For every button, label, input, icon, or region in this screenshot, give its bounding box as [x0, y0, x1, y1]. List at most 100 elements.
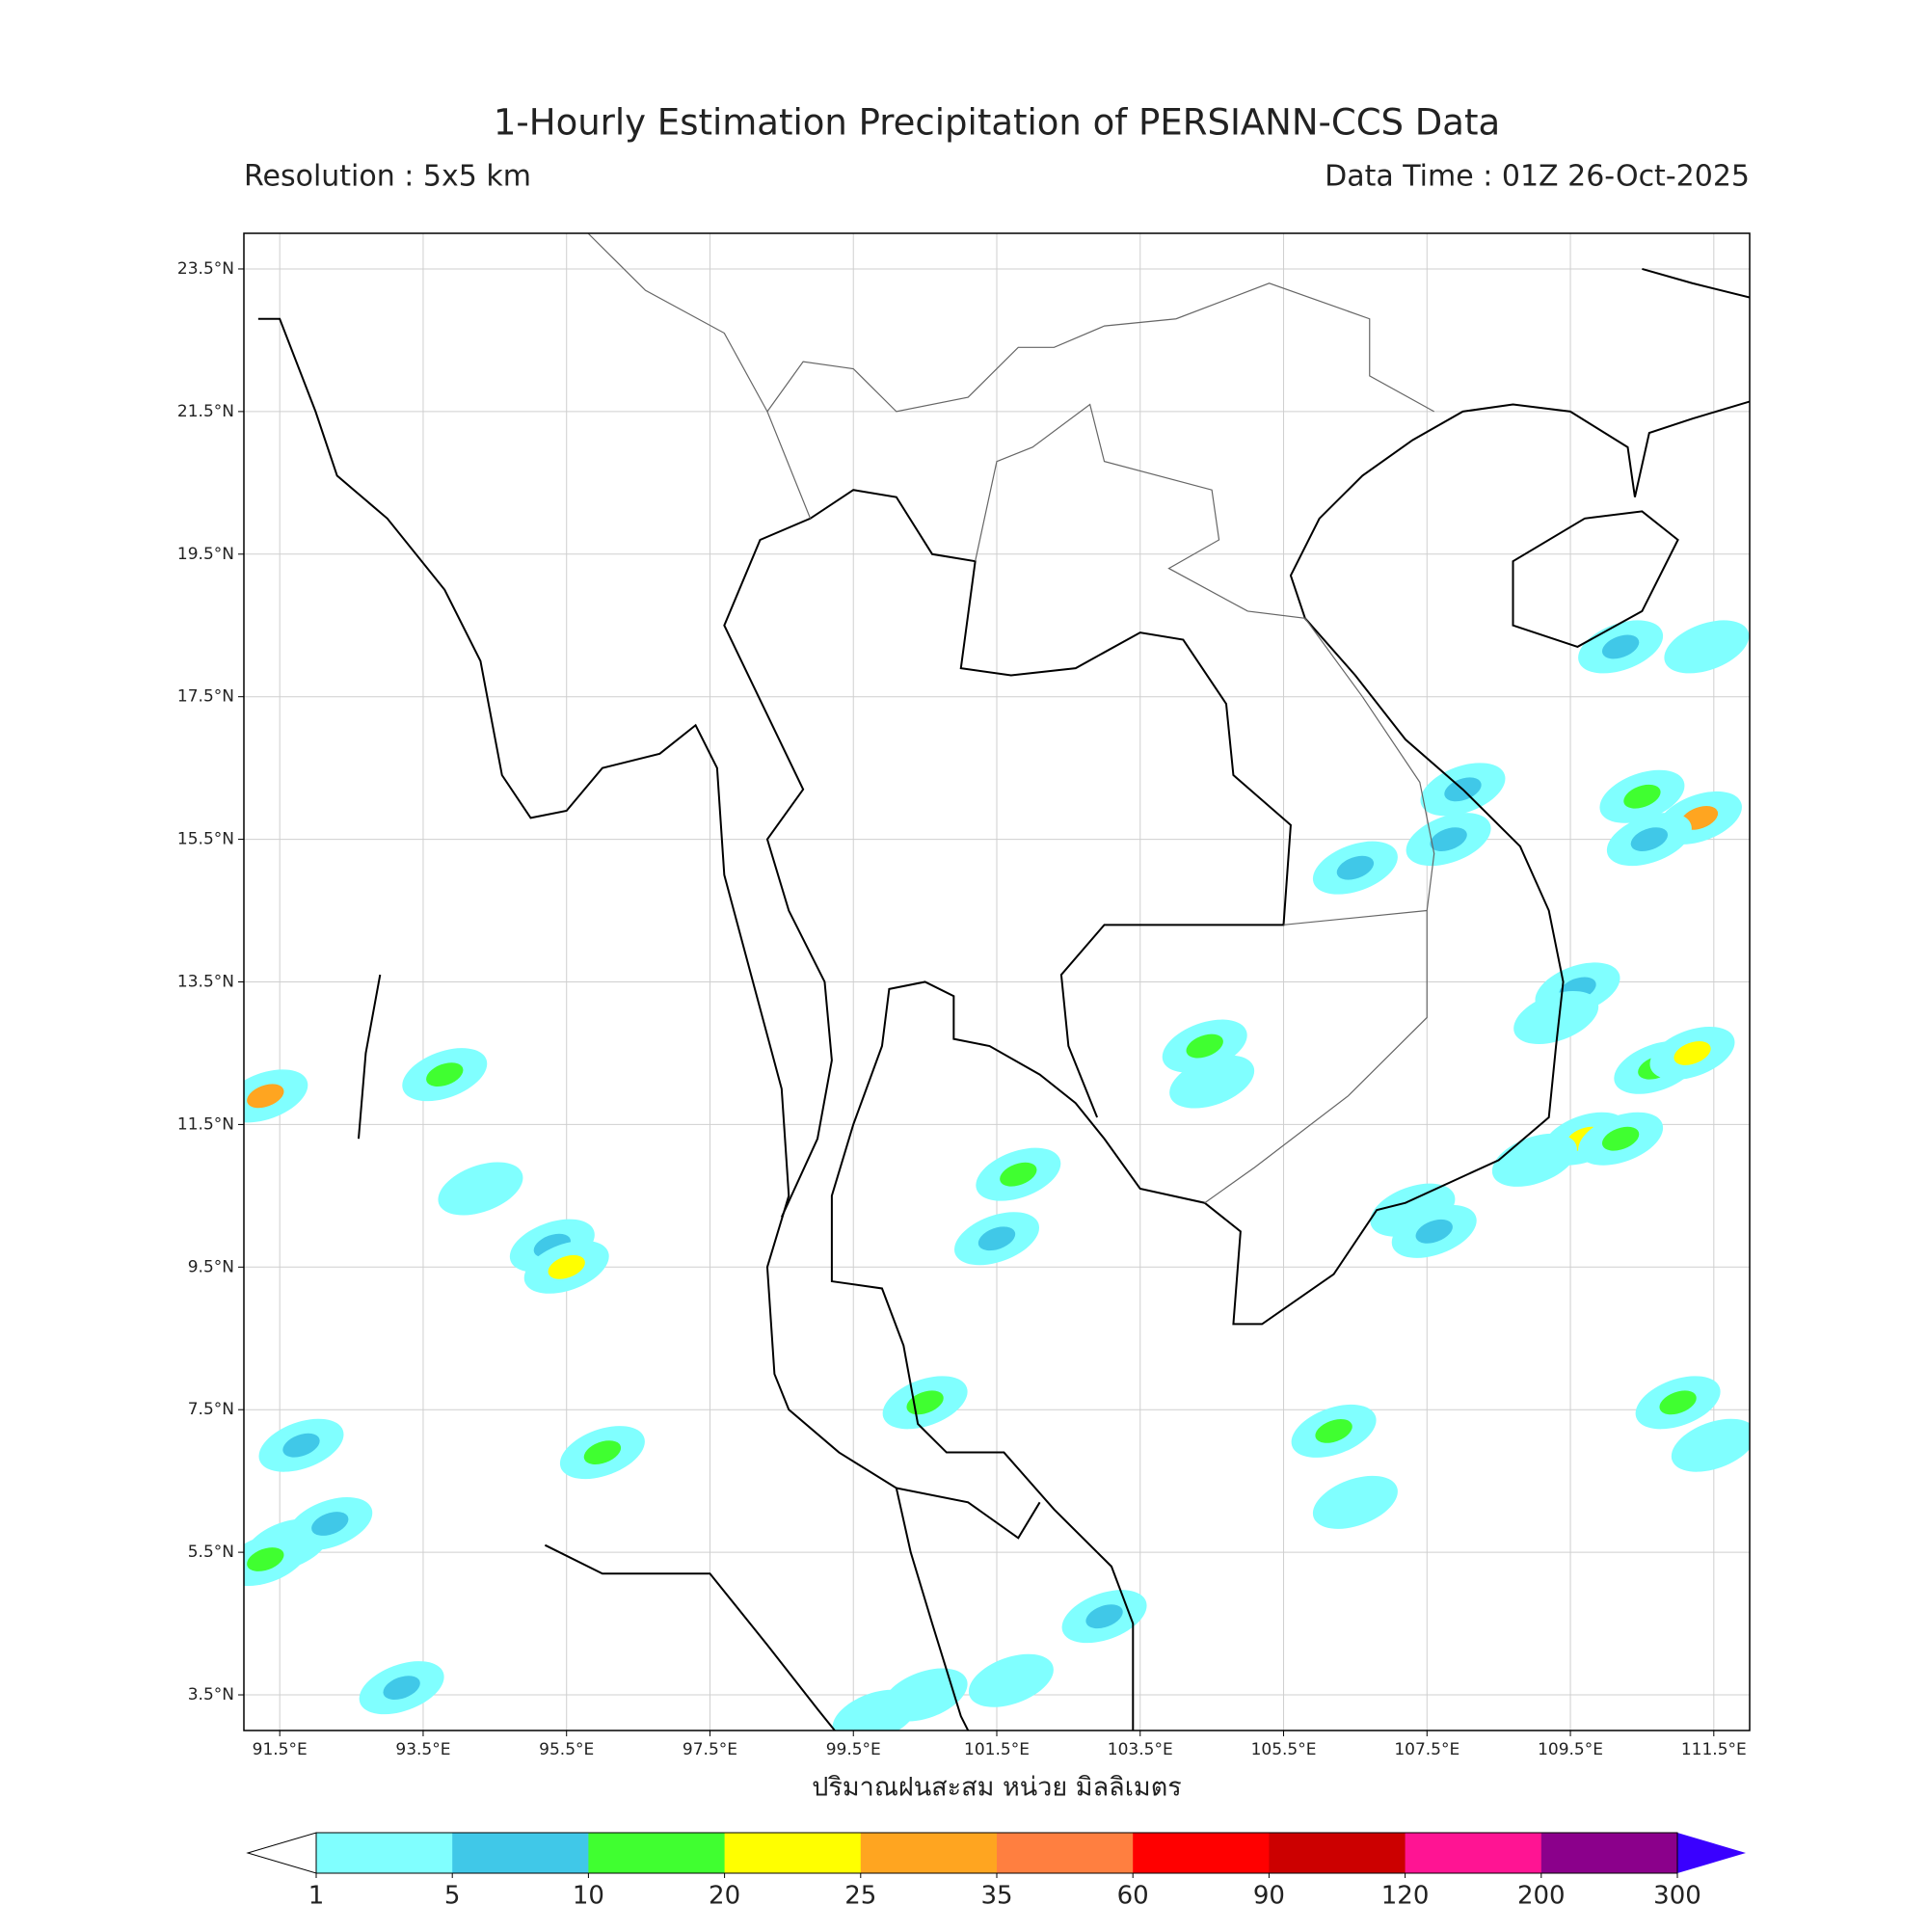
colorbar-segment [724, 1833, 862, 1873]
y-tick-label: 7.5°N [188, 1400, 234, 1419]
colorbar-segment [1133, 1833, 1270, 1873]
map-title: 1-Hourly Estimation Precipitation of PER… [494, 102, 1500, 144]
rain-core [1430, 827, 1467, 851]
rain-core [1192, 1069, 1231, 1094]
colorbar-tick-label: 300 [1653, 1882, 1701, 1911]
rain-core [1315, 1419, 1352, 1443]
axes: 91.5°E 93.5°E 95.5°E 97.5°E 99.5°E 101.5°E 103… [177, 259, 1747, 1759]
rain-cell [1406, 813, 1491, 867]
rain-cell [1649, 1026, 1735, 1080]
y-tick-label: 17.5°N [177, 687, 234, 707]
y-tick-label: 19.5°N [177, 545, 234, 564]
colorbar-segment [997, 1833, 1134, 1873]
rain-cell [954, 1212, 1039, 1266]
colorbar-label: ปริมาณฝนสะสม หน่วย มิลลิเมตร [812, 1773, 1182, 1803]
country-border [588, 233, 767, 412]
rain-cell [1391, 1204, 1477, 1258]
rain-cell [1599, 769, 1685, 823]
rain-core [992, 1668, 1031, 1693]
colorbar-tick-label: 60 [1117, 1882, 1149, 1911]
y-tick-label: 9.5°N [188, 1257, 234, 1276]
precipitation [244, 620, 1750, 1731]
x-tick-label: 103.5°E [1108, 1740, 1173, 1759]
rain-cell [882, 1376, 968, 1430]
rain-cell [523, 1240, 609, 1294]
rain-cell [1312, 1475, 1398, 1529]
colorbar-tick-label: 5 [444, 1882, 461, 1911]
colorbar-segment [1540, 1833, 1678, 1873]
rain-cell [1061, 1590, 1147, 1644]
colorbar-segment [1269, 1833, 1406, 1873]
rain-cell [1671, 1418, 1750, 1472]
x-tick-label: 101.5°E [964, 1740, 1030, 1759]
rain-core [1538, 1006, 1575, 1030]
rain-core [247, 1084, 284, 1109]
y-tick-label: 5.5°N [188, 1543, 234, 1562]
colorbar-tick-label: 25 [844, 1882, 876, 1911]
colorbar-under [246, 1832, 317, 1874]
malaysia-border [897, 1489, 1040, 1539]
grid [244, 233, 1750, 1731]
rain-cell [1606, 813, 1692, 867]
x-tick-label: 109.5°E [1538, 1740, 1603, 1759]
colorbar-segment [860, 1833, 998, 1873]
coastline [832, 397, 1764, 1745]
colorbar-segment [452, 1833, 589, 1873]
colorbar-segment [316, 1833, 453, 1873]
colorbar-tick-label: 10 [573, 1882, 604, 1911]
resolution: Resolution : 5x5 km [244, 160, 531, 194]
colorbar: 1 5 10 20 25 35 60 90 120 200 300 [246, 1832, 1746, 1911]
rain-core [1695, 1433, 1732, 1458]
sumatra [545, 1545, 845, 1745]
y-tick-label: 21.5°N [177, 402, 234, 421]
rain-core [282, 1433, 320, 1458]
rain-core [1623, 784, 1661, 809]
rain-core [383, 1676, 420, 1701]
rain-core [1336, 855, 1375, 880]
country-border [767, 283, 1434, 519]
rain-cell [968, 1653, 1054, 1707]
rain-core [1659, 1390, 1697, 1415]
rain-cell [258, 1418, 344, 1472]
coastline [258, 319, 976, 1745]
rain-core [1085, 1604, 1123, 1629]
rain-core [1415, 1219, 1453, 1244]
colorbar-segment [1405, 1833, 1542, 1873]
data-time: Data Time : 01Z 26-Oct-2025 [1325, 160, 1750, 194]
x-tick-label: 97.5°E [683, 1740, 737, 1759]
rain-core [1674, 1041, 1711, 1065]
rain-core [548, 1254, 585, 1279]
rain-cell [976, 1147, 1061, 1201]
colorbar-tick-label: 120 [1381, 1882, 1430, 1911]
rain-cell [1664, 620, 1750, 674]
y-tick-label: 13.5°N [177, 973, 234, 992]
rain-cell [1635, 1376, 1721, 1430]
rain-core [856, 1704, 894, 1729]
x-tick-label: 99.5°E [826, 1740, 881, 1759]
country-border [976, 404, 1434, 1202]
rain-cell [402, 1048, 488, 1102]
rain-cell [1578, 620, 1664, 674]
colorbar-tick-label: 1 [308, 1882, 325, 1911]
rain-cell [1291, 1404, 1377, 1458]
rain-core [1336, 1489, 1375, 1515]
rain-cell [832, 1689, 918, 1731]
china-coast [1642, 269, 1750, 298]
basemap-lines [258, 233, 1764, 1745]
thailand-border [724, 490, 1291, 1217]
x-tick-label: 91.5°E [253, 1740, 308, 1759]
y-tick-label: 23.5°N [177, 259, 234, 279]
hainan [1513, 511, 1678, 647]
y-tick-label: 11.5°N [177, 1114, 234, 1134]
rain-core [247, 1547, 284, 1571]
rain-core [583, 1440, 622, 1464]
rain-core [311, 1512, 349, 1536]
rain-cell [1513, 990, 1599, 1044]
rain-core [1601, 1126, 1640, 1151]
andaman-islands [359, 975, 380, 1139]
rain-core [1186, 1033, 1223, 1059]
colorbar-tick-label: 90 [1253, 1882, 1285, 1911]
rain-cell [1578, 1112, 1664, 1166]
